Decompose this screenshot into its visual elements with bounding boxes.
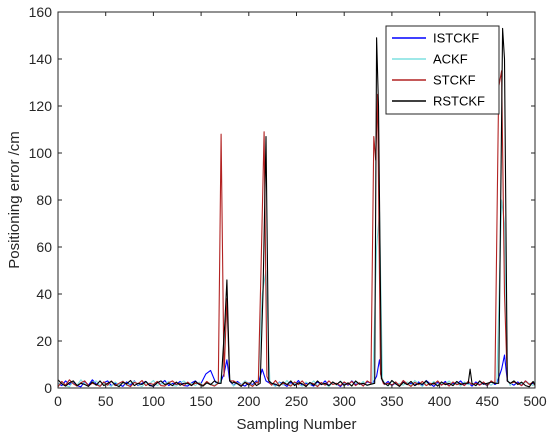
y-ticks: 0 20 40 60 80 100 120 140 160 bbox=[29, 4, 535, 396]
x-tick-label: 100 bbox=[142, 393, 166, 409]
legend-label-istckf: ISTCKF bbox=[433, 31, 479, 46]
y-tick-label: 80 bbox=[36, 192, 52, 208]
x-tick-label: 500 bbox=[523, 393, 547, 409]
y-tick-label: 160 bbox=[29, 4, 53, 20]
series-line-stckf bbox=[57, 70, 536, 388]
legend-box bbox=[385, 25, 500, 115]
y-tick-label: 100 bbox=[29, 145, 53, 161]
x-tick-label: 400 bbox=[428, 393, 452, 409]
x-tick-label: 450 bbox=[476, 393, 500, 409]
x-tick-label: 0 bbox=[54, 393, 62, 409]
y-tick-label: 140 bbox=[29, 51, 53, 67]
legend-label-rstckf: RSTCKF bbox=[433, 94, 485, 109]
y-tick-label: 120 bbox=[29, 98, 53, 114]
x-tick-label: 350 bbox=[380, 393, 404, 409]
x-tick-label: 250 bbox=[285, 393, 309, 409]
x-tick-label: 50 bbox=[98, 393, 114, 409]
x-axis-label: Sampling Number bbox=[236, 416, 356, 433]
x-tick-label: 300 bbox=[333, 393, 357, 409]
y-tick-label: 60 bbox=[36, 239, 52, 255]
y-tick-label: 40 bbox=[36, 286, 52, 302]
legend-label-ackf: ACKF bbox=[433, 52, 468, 67]
y-axis-label: Positioning error /cm bbox=[6, 131, 23, 269]
x-tick-label: 200 bbox=[237, 393, 261, 409]
legend-label-stckf: STCKF bbox=[433, 73, 476, 88]
y-tick-label: 0 bbox=[44, 380, 52, 396]
y-tick-label: 20 bbox=[36, 333, 52, 349]
x-ticks: 0 50 100 150 200 250 300 350 400 450 500 bbox=[54, 12, 547, 409]
legend: ISTCKF ACKF STCKF RSTCKF bbox=[385, 25, 500, 115]
x-tick-label: 150 bbox=[189, 393, 213, 409]
